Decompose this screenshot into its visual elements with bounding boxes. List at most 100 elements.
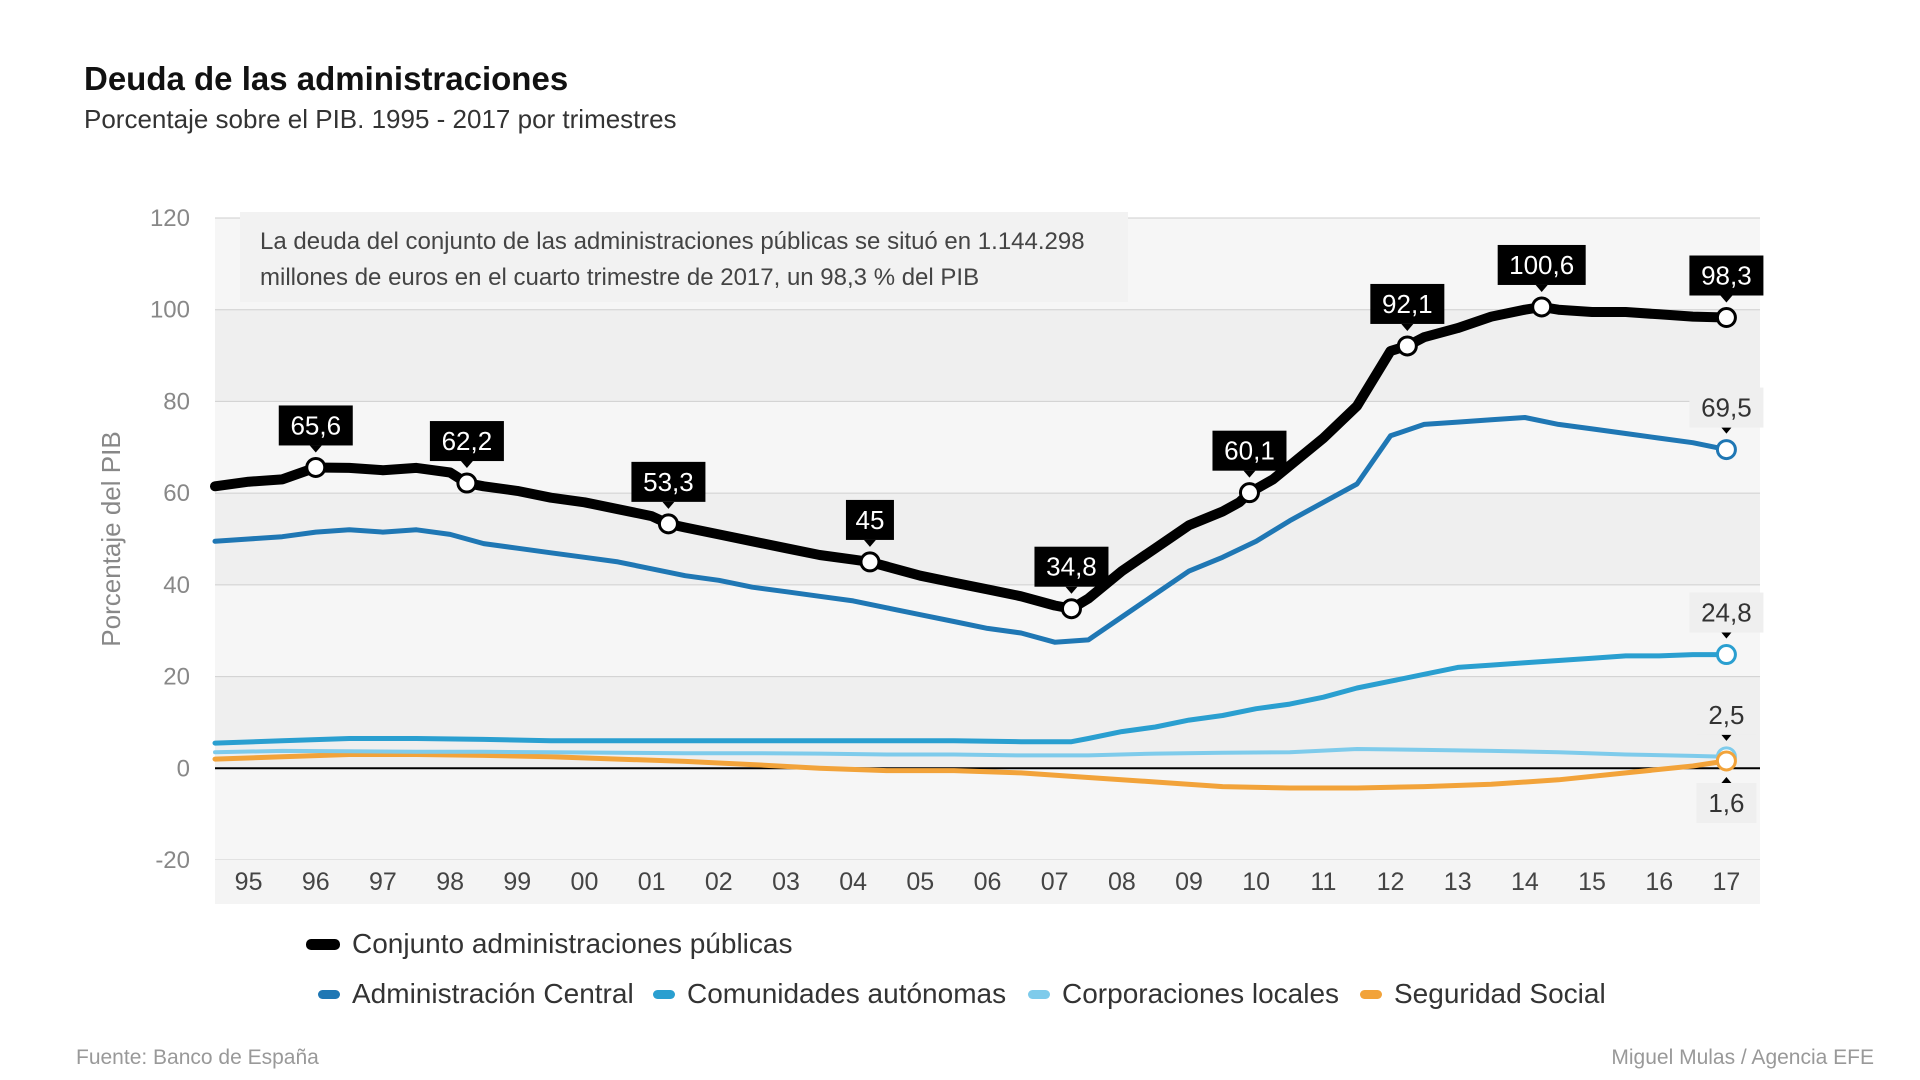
x-tick-label: 01 [638,868,666,896]
x-tick-label: 15 [1578,868,1606,896]
x-tick-label: 14 [1511,868,1539,896]
legend-label-autonomas: Comunidades autónomas [687,978,1007,1009]
data-label-box [1212,430,1287,471]
data-label-pointer [1721,776,1732,783]
data-label-box [1497,244,1586,285]
data-label-box [1689,387,1764,428]
x-tick-label: 17 [1713,868,1741,896]
data-label-box [1689,255,1764,296]
legend-swatch-central [318,989,340,999]
data-label-box [1696,782,1757,823]
data-label: 45 [855,505,884,535]
data-point-marker [1715,307,1737,329]
legend-label-locales: Corporaciones locales [1062,978,1340,1009]
chart-note-line-2: millones de euros en el cuarto trimestre… [260,264,980,291]
data-label-box [1034,546,1109,587]
series-line-locales [213,747,1729,759]
credit-text: Miguel Mulas / Agencia EFE [1611,1046,1874,1069]
plot-area [215,218,1760,860]
x-tick-label: 11 [1310,868,1336,896]
chart-note-line-1: La deuda del conjunto de las administrac… [260,228,1085,255]
x-tick-label: 16 [1645,868,1673,896]
data-point-marker [859,551,881,573]
x-tick-label: 12 [1377,868,1405,896]
y-tick-label: -20 [155,847,190,874]
data-label: 60,1 [1224,436,1275,466]
series-line-autonomas [212,652,1729,746]
data-point-marker [456,472,478,494]
x-tick-label: 04 [839,868,867,896]
x-tick-label: 09 [1175,868,1203,896]
legend-swatch-autonomas [653,989,675,999]
y-tick-label: 60 [163,480,190,507]
x-tick-label: 02 [705,868,733,896]
data-point-marker [657,513,679,535]
data-label-pointer [309,445,322,453]
x-tick-label: 10 [1242,868,1270,896]
data-point-marker [1238,482,1260,504]
data-point-marker [1531,296,1553,318]
data-label-box [1689,592,1764,633]
y-tick-label: 120 [150,205,190,232]
legend-item-seguridad: Seguridad Social [1360,978,1606,1010]
legend-item-central: Administración Central [318,978,634,1010]
chart-title: Deuda de las administraciones [84,60,569,97]
series-line-central [212,415,1729,645]
legend-item-locales: Corporaciones locales [1028,978,1339,1010]
data-label-box [278,405,353,446]
data-label-pointer [1243,470,1256,478]
data-label: 53,3 [643,467,694,497]
x-axis-band [215,860,1760,904]
data-label: 24,8 [1701,598,1752,628]
y-tick-label: 0 [177,755,190,782]
x-tick-label: 08 [1108,868,1136,896]
series-line-seguridad [212,752,1729,791]
legend-label-seguridad: Seguridad Social [1394,978,1606,1009]
data-label-pointer [1721,632,1732,639]
data-label-box [845,499,894,540]
legend-label-central: Administración Central [352,978,634,1009]
data-label-box [1370,283,1445,324]
y-tick-label: 100 [150,297,190,324]
data-label: 69,5 [1701,393,1752,423]
legend-label-total: Conjunto administraciones públicas [352,928,793,959]
legend-swatch-locales [1028,989,1050,999]
chart-note: La deuda del conjunto de las administrac… [240,212,1128,302]
y-tick-label: 20 [163,664,190,691]
data-label: 34,8 [1046,552,1097,582]
data-point-marker [305,456,327,478]
x-tick-label: 13 [1444,868,1472,896]
x-tick-label: 00 [571,868,599,896]
x-tick-label: 98 [436,868,464,896]
x-tick-label: 06 [974,868,1002,896]
data-label-pointer [662,501,675,509]
data-label-pointer [1065,586,1078,594]
series-line-total [210,302,1732,614]
data-label-pointer [460,461,473,469]
source-text: Fuente: Banco de España [76,1046,319,1069]
data-label-pointer [1721,734,1732,741]
data-label-pointer [863,539,876,547]
x-tick-label: 96 [302,868,330,896]
data-label-pointer [1401,323,1414,331]
y-tick-label: 40 [163,572,190,599]
data-label-box [1696,694,1757,735]
data-label: 100,6 [1509,250,1574,280]
data-label-box [631,461,706,502]
x-tick-label: 03 [772,868,800,896]
data-point-marker [1396,335,1418,357]
legend-swatch-total [306,938,340,950]
data-label: 92,1 [1382,289,1433,319]
x-tick-label: 05 [906,868,934,896]
data-label: 1,6 [1708,788,1744,818]
x-tick-label: 07 [1041,868,1069,896]
data-point-marker [1715,750,1737,772]
data-point-marker [1060,598,1082,620]
legend-swatch-seguridad [1360,989,1382,999]
data-label: 98,3 [1701,261,1752,291]
y-axis-label: Porcentaje del PIB [96,431,126,646]
legend-item-autonomas: Comunidades autónomas [653,978,1006,1010]
x-tick-label: 99 [503,868,531,896]
data-label-box [429,421,504,462]
